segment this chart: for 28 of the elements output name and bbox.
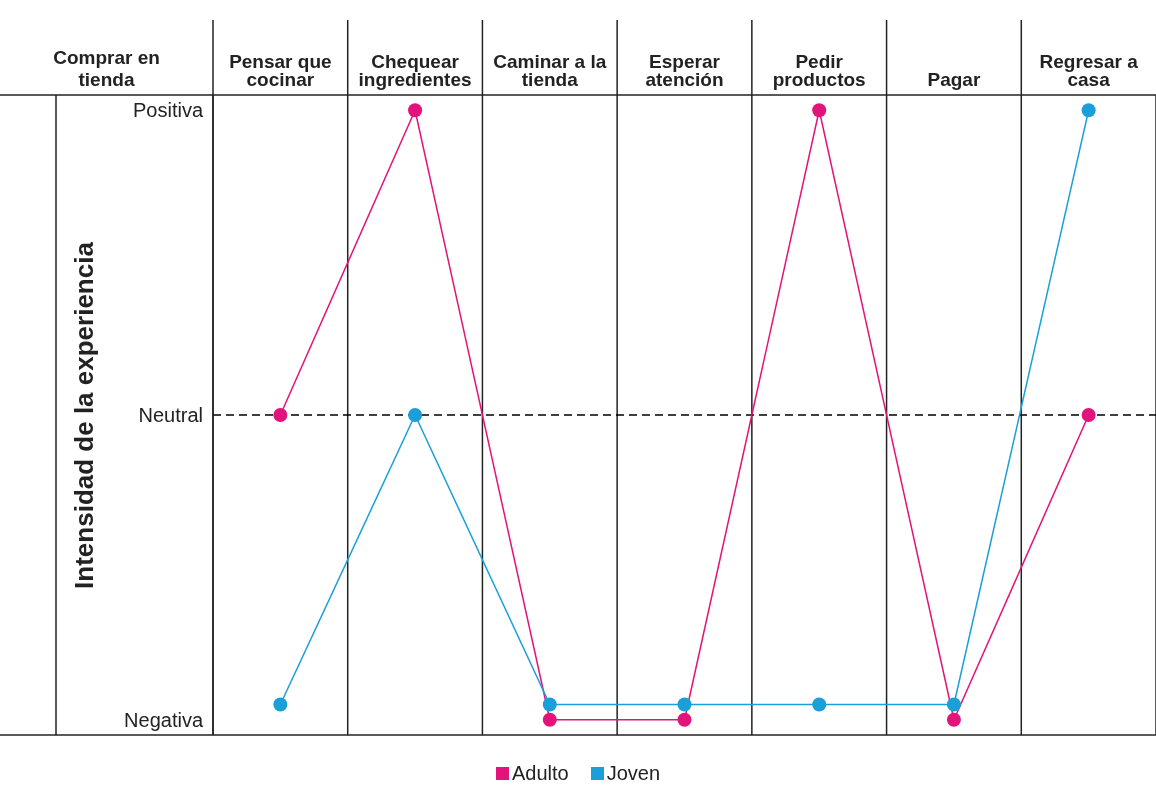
point [542, 697, 557, 712]
point [812, 103, 827, 118]
x-tick-label: Pensar que cocinar [228, 51, 333, 90]
text: Negativa [124, 708, 204, 731]
point [408, 103, 423, 118]
point [812, 697, 827, 712]
point [946, 712, 961, 727]
point [946, 697, 961, 712]
point [1081, 408, 1096, 422]
point [542, 712, 557, 727]
x-tick-label: Chequear ingredientes [357, 51, 473, 90]
text: Positiva [132, 99, 204, 122]
ref-line-label: Neutral [138, 404, 203, 426]
x-tick-label: Pedir productos [771, 51, 867, 90]
x-tick-label: Esperar atención [644, 51, 725, 90]
x-tick-label: Caminar a la tienda [492, 51, 608, 90]
point [273, 697, 288, 712]
legend-label: Joven [606, 762, 661, 785]
legend-label: Adulto [511, 762, 569, 785]
chart-title: Comprar en tienda [52, 47, 161, 91]
x-tick-label: Pagar [927, 69, 981, 90]
point [408, 408, 423, 422]
y-axis-title: Intensidad de la experiencia [68, 241, 100, 589]
point [273, 408, 288, 422]
x-tick-label: Regresar a casa [1038, 51, 1139, 90]
point [677, 697, 692, 712]
point [1081, 103, 1096, 118]
point [677, 712, 692, 727]
